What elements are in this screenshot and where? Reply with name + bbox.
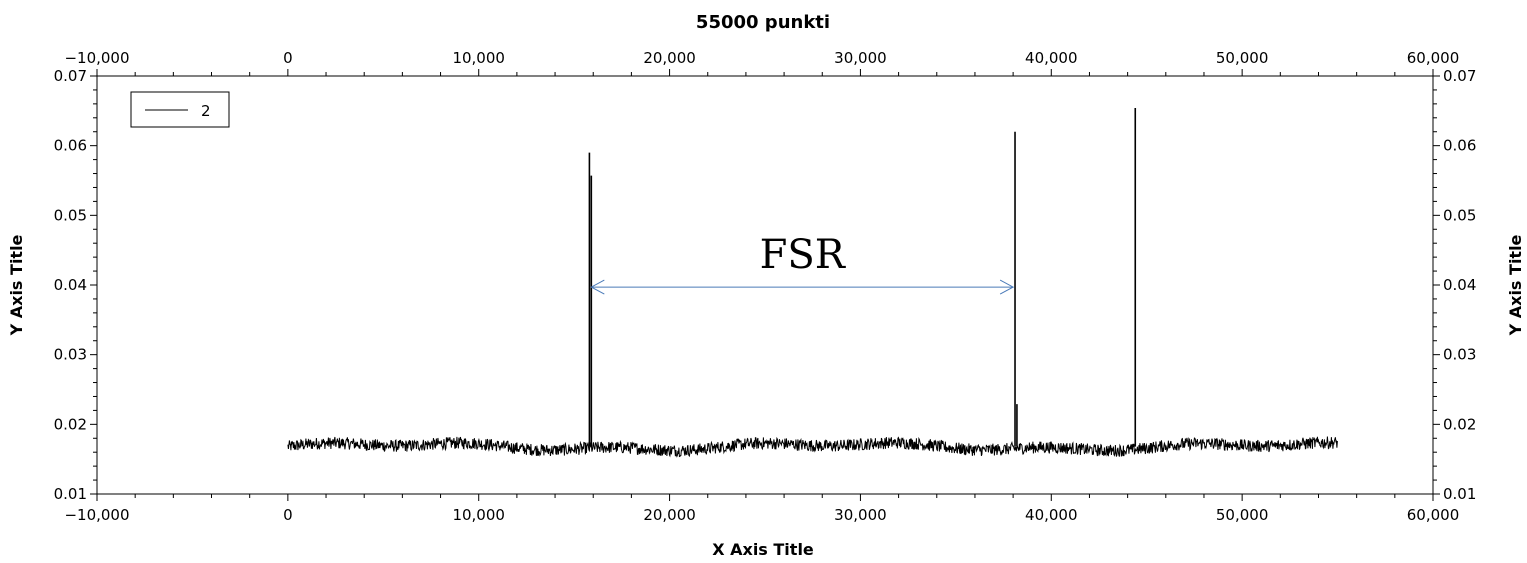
x-tick-label-bottom: 30,000: [834, 506, 887, 524]
fsr-label: FSR: [760, 232, 847, 278]
y-tick-label-right: 0.04: [1443, 276, 1476, 294]
fsr-arrowhead-left: [590, 279, 605, 295]
y-axis-title-right: Y Axis Title: [1506, 234, 1525, 336]
x-tick-label-top: 0: [283, 49, 293, 67]
x-tick-label-top: 60,000: [1407, 49, 1460, 67]
y-tick-label-right: 0.01: [1443, 485, 1476, 503]
legend-label: 2: [201, 102, 211, 120]
y-tick-label-left: 0.07: [54, 67, 87, 85]
y-tick-label-right: 0.03: [1443, 346, 1476, 364]
x-tick-label-top: 20,000: [643, 49, 696, 67]
x-tick-label-bottom: −10,000: [64, 506, 129, 524]
fsr-arrowhead-right: [999, 279, 1015, 295]
series-baseline-line: [287, 436, 1338, 458]
y-tick-label-right: 0.02: [1443, 415, 1476, 433]
y-tick-label-left: 0.01: [54, 485, 87, 503]
x-tick-label-bottom: 50,000: [1216, 506, 1269, 524]
x-tick-label-bottom: 20,000: [643, 506, 696, 524]
x-tick-label-top: −10,000: [64, 49, 129, 67]
x-tick-label-bottom: 10,000: [452, 506, 505, 524]
series-2: [287, 108, 1338, 458]
y-axis-title-left: Y Axis Title: [7, 234, 26, 336]
y-tick-label-left: 0.02: [54, 415, 87, 433]
y-tick-label-right: 0.07: [1443, 67, 1476, 85]
x-tick-label-top: 10,000: [452, 49, 505, 67]
plot-layer: −10,000 −10,000 0 0 10,000 10,000 20,000 20,000…: [54, 49, 1477, 524]
legend: 2: [130, 91, 230, 128]
x-tick-label-top: 40,000: [1025, 49, 1078, 67]
x-tick-label-bottom: 0: [283, 506, 293, 524]
y-tick-label-right: 0.05: [1443, 206, 1476, 224]
y-tick-label-right: 0.06: [1443, 137, 1476, 155]
x-axis-title: X Axis Title: [712, 540, 814, 558]
y-tick-label-left: 0.05: [54, 206, 87, 224]
chart-title: 55000 punkti: [696, 12, 830, 33]
x-tick-label-top: 30,000: [834, 49, 887, 67]
y-tick-label-left: 0.04: [54, 276, 87, 294]
x-tick-label-bottom: 40,000: [1025, 506, 1078, 524]
x-tick-label-top: 50,000: [1216, 49, 1269, 67]
x-tick-label-bottom: 60,000: [1407, 506, 1460, 524]
y-tick-label-left: 0.06: [54, 137, 87, 155]
annotation-fsr: FSR: [590, 232, 1015, 295]
plot-frame: [96, 75, 1434, 495]
y-tick-label-left: 0.03: [54, 346, 87, 364]
